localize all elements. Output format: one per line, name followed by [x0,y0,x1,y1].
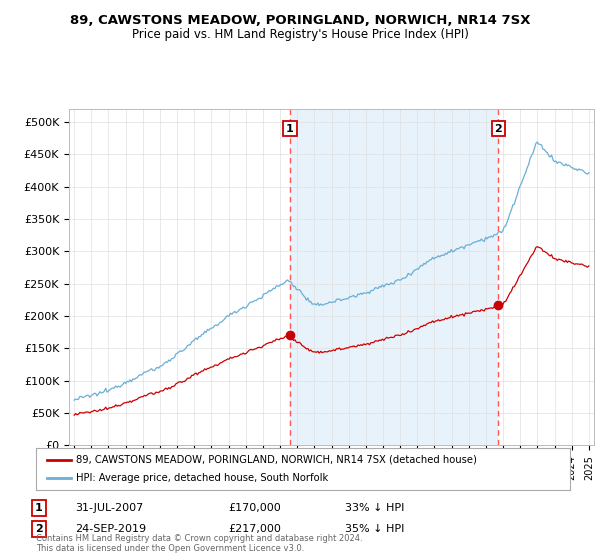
Text: HPI: Average price, detached house, South Norfolk: HPI: Average price, detached house, Sout… [76,473,328,483]
Text: Price paid vs. HM Land Registry's House Price Index (HPI): Price paid vs. HM Land Registry's House … [131,28,469,41]
Text: £170,000: £170,000 [228,503,281,513]
Text: 2: 2 [494,124,502,134]
Text: 24-SEP-2019: 24-SEP-2019 [75,524,146,534]
Text: 31-JUL-2007: 31-JUL-2007 [75,503,143,513]
Text: 89, CAWSTONS MEADOW, PORINGLAND, NORWICH, NR14 7SX: 89, CAWSTONS MEADOW, PORINGLAND, NORWICH… [70,14,530,27]
Text: 2: 2 [35,524,43,534]
Text: £217,000: £217,000 [228,524,281,534]
Text: 89, CAWSTONS MEADOW, PORINGLAND, NORWICH, NR14 7SX (detached house): 89, CAWSTONS MEADOW, PORINGLAND, NORWICH… [76,455,477,465]
Bar [290,109,499,445]
Text: 1: 1 [286,124,294,134]
Text: 35% ↓ HPI: 35% ↓ HPI [345,524,404,534]
Text: 33% ↓ HPI: 33% ↓ HPI [345,503,404,513]
Text: 1: 1 [35,503,43,513]
Text: Contains HM Land Registry data © Crown copyright and database right 2024.
This d: Contains HM Land Registry data © Crown c… [36,534,362,553]
